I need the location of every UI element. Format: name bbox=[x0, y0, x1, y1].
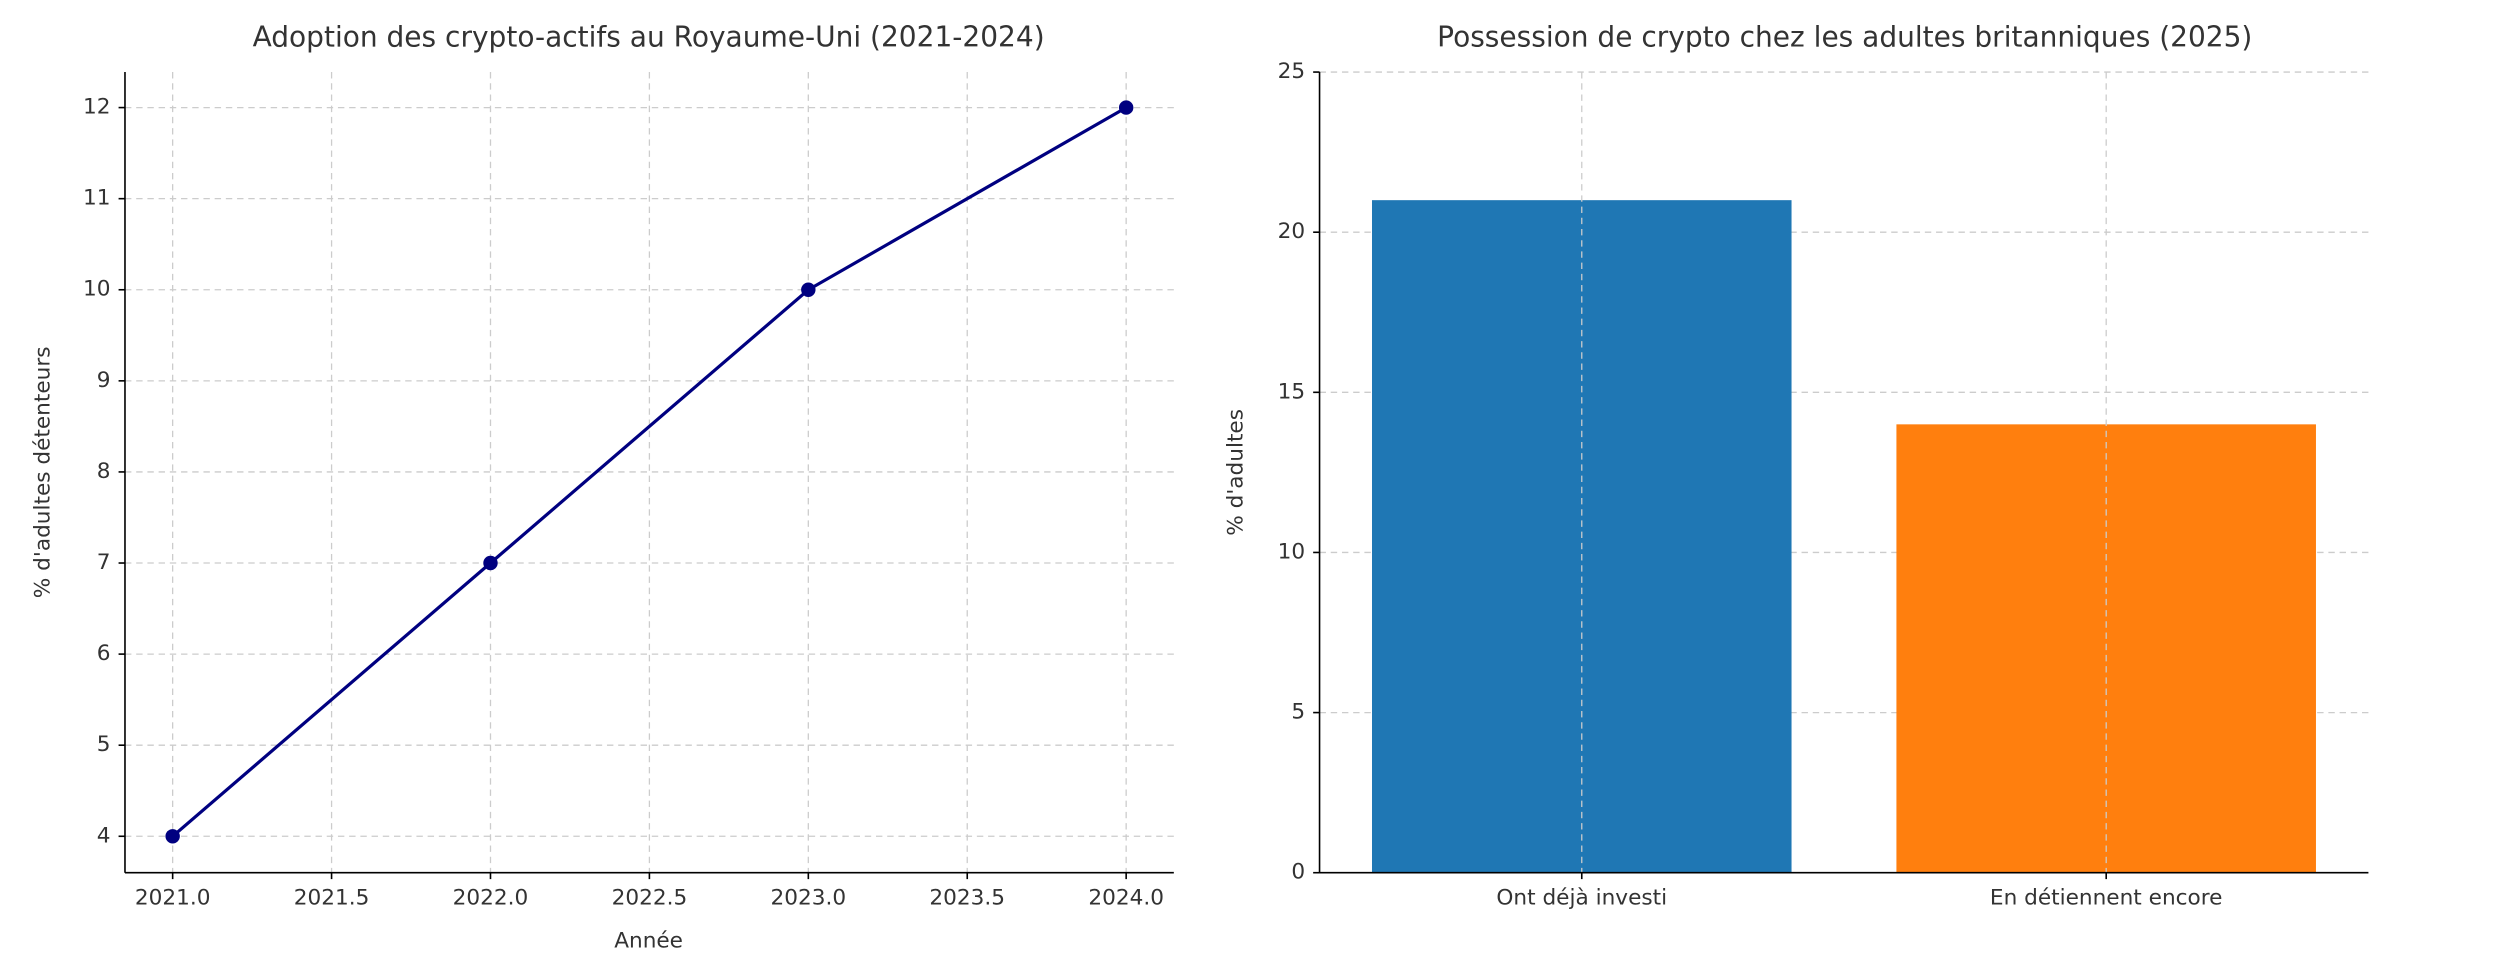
x-tick-label: 2023.5 bbox=[929, 885, 1005, 910]
chart-title: Adoption des crypto-actifs au Royaume-Un… bbox=[253, 20, 1045, 53]
y-tick-label: 5 bbox=[1291, 700, 1305, 725]
x-tick-label: 2022.0 bbox=[453, 885, 529, 910]
chart-title: Possession de crypto chez les adultes br… bbox=[1437, 20, 2252, 53]
y-tick-label: 15 bbox=[1278, 379, 1306, 404]
y-tick-label: 12 bbox=[83, 95, 111, 120]
x-tick-label: 2021.5 bbox=[294, 885, 370, 910]
y-tick-label: 8 bbox=[97, 459, 111, 484]
x-tick-label: 2024.0 bbox=[1088, 885, 1164, 910]
data-point bbox=[165, 829, 180, 844]
x-axis-label: Année bbox=[614, 929, 683, 954]
y-tick-label: 6 bbox=[97, 641, 111, 666]
data-line bbox=[171, 106, 1127, 838]
y-tick-label: 5 bbox=[97, 732, 111, 757]
y-axis-label: % d'adultes détenteurs bbox=[30, 347, 55, 599]
x-tick-label: 2022.5 bbox=[612, 885, 688, 910]
x-tick-label: 2023.0 bbox=[771, 885, 847, 910]
y-tick-label: 25 bbox=[1278, 59, 1306, 84]
y-tick-label: 7 bbox=[97, 550, 111, 575]
data-point bbox=[1118, 100, 1134, 115]
x-tick-label: En détiennent encore bbox=[1990, 885, 2223, 910]
x-tick-label: 2021.0 bbox=[135, 885, 211, 910]
y-tick-label: 4 bbox=[97, 823, 111, 848]
y-tick-label: 10 bbox=[1278, 539, 1306, 564]
y-tick-label: 0 bbox=[1291, 860, 1305, 885]
y-tick-label: 20 bbox=[1278, 219, 1306, 244]
y-axis-label: % d'adultes bbox=[1223, 409, 1248, 536]
data-point bbox=[801, 282, 816, 297]
y-tick-label: 10 bbox=[83, 277, 111, 302]
y-tick-label: 9 bbox=[97, 368, 111, 393]
data-point bbox=[483, 555, 498, 571]
x-tick-label: Ont déjà investi bbox=[1496, 885, 1667, 910]
y-tick-label: 11 bbox=[83, 186, 111, 211]
